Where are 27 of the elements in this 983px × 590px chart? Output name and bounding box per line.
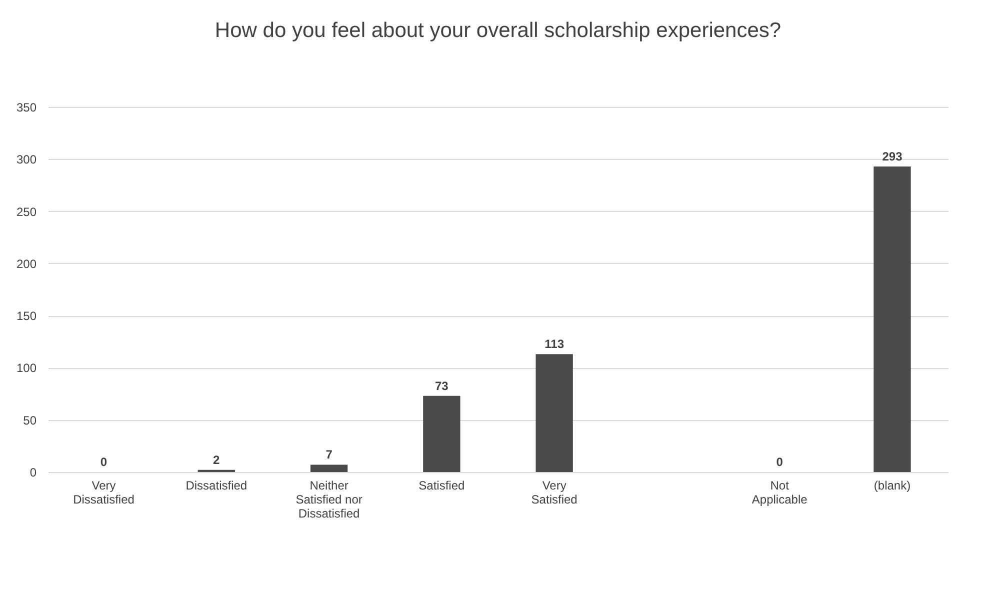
data-label: 113 [544,337,564,352]
y-tick-label: 0 [30,466,37,480]
x-tick-label: Not Applicable [752,478,808,506]
x-tick-label: Very Dissatisfied [73,478,134,506]
data-label: 2 [213,452,220,467]
y-tick-label: 50 [23,413,37,428]
y-tick-label: 300 [16,152,37,167]
data-label: 7 [326,448,333,462]
data-label: 73 [435,378,449,393]
bar [423,396,460,472]
x-tick-label: Neither Satisfied nor Dissatisfied [296,478,362,520]
x-tick-label: Satisfied [418,478,465,492]
chart-title: How do you feel about your overall scholarship experiences? [214,19,782,42]
data-label: 0 [776,455,784,469]
y-tick-label: 250 [16,204,37,219]
bar [874,166,911,472]
bar [310,464,348,472]
y-tick-label: 200 [16,256,37,271]
y-tick-label: 350 [16,100,37,114]
bar [536,354,573,472]
data-label: 0 [100,455,108,469]
x-tick-label: Very Satisfied [531,478,578,506]
data-label: 293 [882,149,903,164]
y-tick-label: 150 [16,309,37,324]
x-tick-label: Dissatisfied [186,478,248,492]
x-tick-label: (blank) [874,478,911,492]
y-tick-label: 100 [16,361,37,376]
